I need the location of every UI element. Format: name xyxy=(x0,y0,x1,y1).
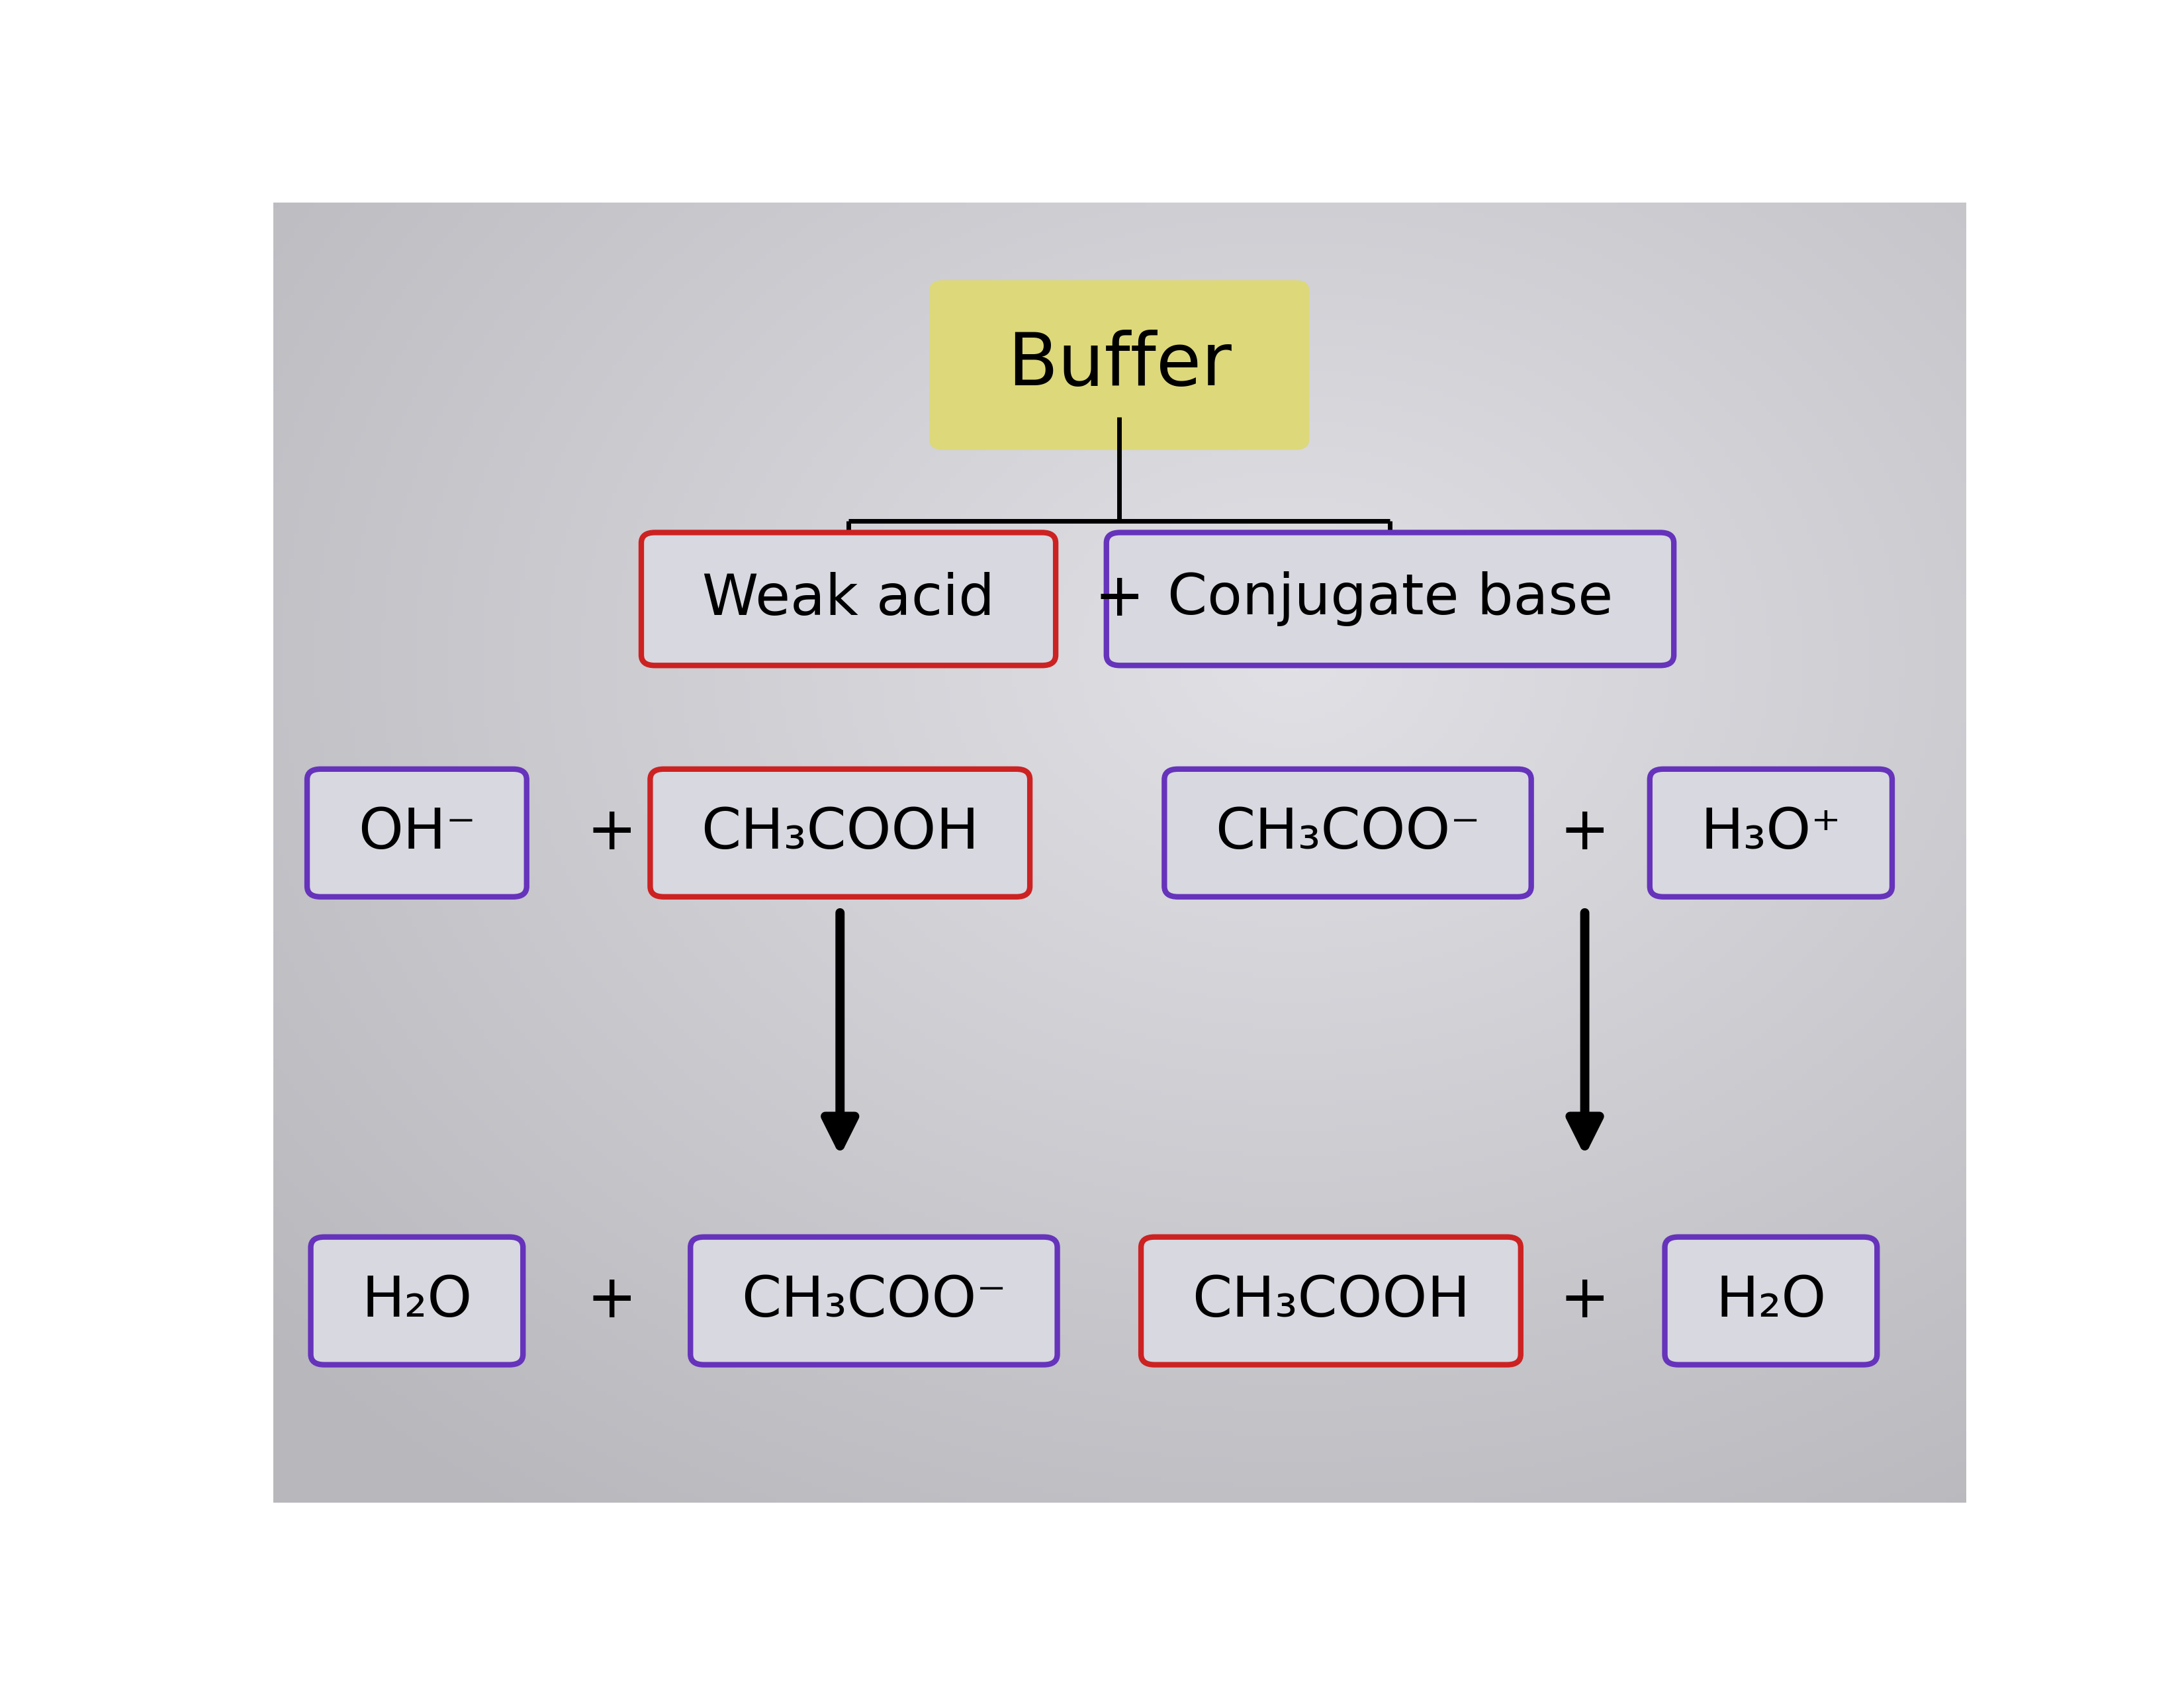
FancyBboxPatch shape xyxy=(1164,770,1531,896)
Text: Conjugate base: Conjugate base xyxy=(1166,572,1614,626)
Text: H₃O⁺: H₃O⁺ xyxy=(1701,805,1841,861)
Text: CH₃COO⁻: CH₃COO⁻ xyxy=(740,1273,1007,1328)
FancyBboxPatch shape xyxy=(1649,770,1891,896)
FancyBboxPatch shape xyxy=(651,770,1031,896)
FancyBboxPatch shape xyxy=(1107,532,1673,665)
Text: H₂O: H₂O xyxy=(363,1273,472,1328)
FancyBboxPatch shape xyxy=(1140,1237,1520,1364)
Text: Buffer: Buffer xyxy=(1007,329,1232,400)
Text: +: + xyxy=(587,1271,636,1330)
Text: +: + xyxy=(1559,1271,1610,1330)
FancyBboxPatch shape xyxy=(308,770,526,896)
Text: OH⁻: OH⁻ xyxy=(358,805,476,861)
FancyBboxPatch shape xyxy=(310,1237,522,1364)
Text: CH₃COOH: CH₃COOH xyxy=(1192,1273,1470,1328)
FancyBboxPatch shape xyxy=(642,532,1055,665)
Text: +: + xyxy=(587,803,636,863)
Text: CH₃COO⁻: CH₃COO⁻ xyxy=(1214,805,1481,861)
Text: Weak acid: Weak acid xyxy=(703,572,994,626)
Text: H₂O: H₂O xyxy=(1717,1273,1826,1328)
Text: CH₃COOH: CH₃COOH xyxy=(701,805,978,861)
FancyBboxPatch shape xyxy=(1664,1237,1876,1364)
Text: +: + xyxy=(1559,803,1610,863)
FancyBboxPatch shape xyxy=(930,280,1308,449)
FancyBboxPatch shape xyxy=(690,1237,1057,1364)
Text: +: + xyxy=(1094,571,1144,628)
